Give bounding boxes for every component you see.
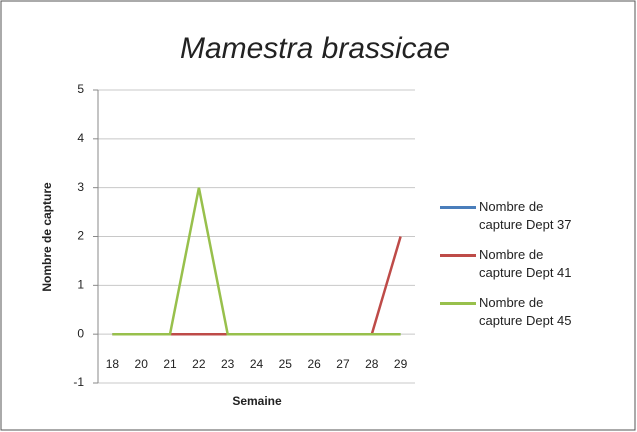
x-tick-label: 25 bbox=[279, 357, 293, 371]
legend-item: Nombre de capture Dept 37 bbox=[440, 198, 590, 234]
legend-item: Nombre de capture Dept 45 bbox=[440, 294, 590, 330]
x-tick-label: 21 bbox=[163, 357, 177, 371]
legend-label: Nombre de capture Dept 41 bbox=[479, 247, 572, 280]
x-tick-label: 28 bbox=[365, 357, 379, 371]
y-tick-label: -1 bbox=[73, 375, 84, 389]
y-tick-label: 0 bbox=[77, 326, 84, 340]
x-tick-label: 24 bbox=[250, 357, 264, 371]
y-axis-label: Nombre de capture bbox=[40, 182, 54, 292]
legend-label: Nombre de capture Dept 45 bbox=[479, 295, 572, 328]
y-tick-label: 4 bbox=[77, 131, 84, 145]
y-tick-label: 3 bbox=[77, 180, 84, 194]
chart-title: Mamestra brassicae bbox=[180, 32, 450, 65]
x-tick-label: 18 bbox=[106, 357, 120, 371]
legend-swatch bbox=[440, 254, 476, 257]
x-tick-label: 29 bbox=[394, 357, 408, 371]
x-tick-label: 20 bbox=[135, 357, 149, 371]
legend-swatch bbox=[440, 302, 476, 305]
y-tick-label: 2 bbox=[77, 229, 84, 243]
legend-item: Nombre de capture Dept 41 bbox=[440, 246, 590, 282]
x-tick-label: 26 bbox=[307, 357, 321, 371]
x-tick-label: 22 bbox=[192, 357, 206, 371]
x-tick-label: 23 bbox=[221, 357, 235, 371]
legend-swatch bbox=[440, 206, 476, 209]
y-tick-label: 1 bbox=[77, 278, 84, 292]
y-tick-label: 5 bbox=[77, 82, 84, 96]
series-line bbox=[112, 187, 401, 336]
x-axis-label: Semaine bbox=[232, 394, 282, 408]
x-tick-label: 27 bbox=[336, 357, 350, 371]
legend-label: Nombre de capture Dept 37 bbox=[479, 199, 572, 232]
